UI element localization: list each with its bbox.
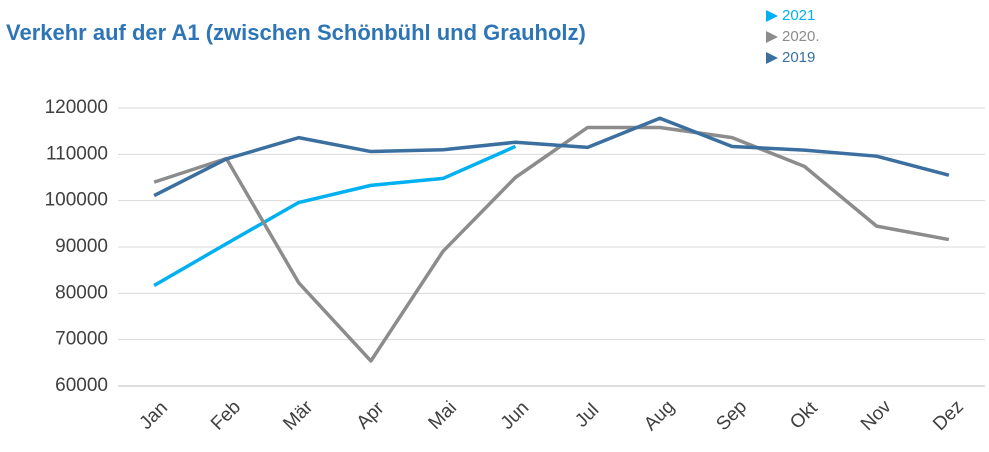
- y-tick-label: 90000: [55, 236, 108, 257]
- chart-title: Verkehr auf der A1 (zwischen Schönbühl u…: [6, 20, 586, 45]
- x-tick-label: Jul: [571, 400, 603, 432]
- x-tick-label: Mai: [425, 397, 462, 434]
- y-tick-label: 60000: [55, 375, 108, 396]
- y-tick-label: 80000: [55, 282, 108, 303]
- line-series: [153, 125, 950, 363]
- legend-label: 2020.: [782, 28, 820, 45]
- line-series: [153, 144, 517, 287]
- legend-marker: [766, 31, 778, 43]
- legend-label: 2021: [782, 7, 815, 24]
- x-tick-label: Nov: [857, 396, 896, 435]
- y-tick-label: 100000: [45, 190, 108, 211]
- legend-label: 2019: [782, 49, 815, 66]
- line-series: [153, 116, 950, 198]
- y-tick-label: 70000: [55, 329, 108, 350]
- legend-marker: [766, 10, 778, 22]
- legend-marker: [766, 52, 778, 64]
- x-tick-label: Jan: [136, 397, 173, 434]
- x-tick-label: Jun: [497, 397, 534, 434]
- x-tick-label: Dez: [929, 396, 968, 435]
- x-tick-label: Sep: [712, 396, 751, 435]
- x-tick-label: Apr: [353, 397, 389, 433]
- x-tick-label: Okt: [786, 397, 822, 433]
- y-tick-label: 120000: [45, 97, 108, 118]
- y-tick-label: 110000: [46, 143, 108, 164]
- x-tick-label: Aug: [640, 396, 679, 435]
- x-tick-label: Mär: [279, 396, 317, 434]
- x-tick-label: Feb: [207, 397, 245, 435]
